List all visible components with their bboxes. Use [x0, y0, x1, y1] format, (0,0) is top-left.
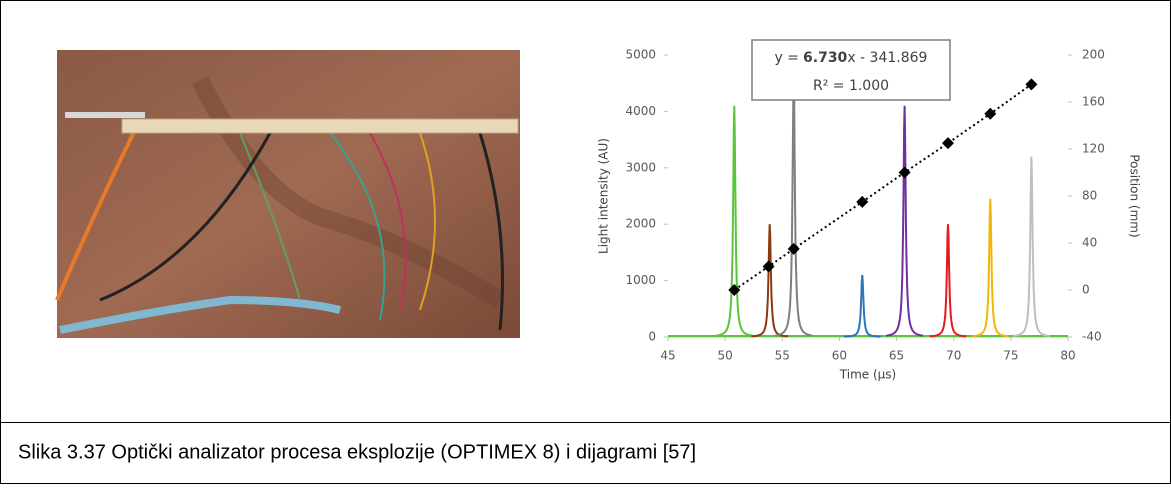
y-tick-label: 0	[648, 330, 656, 344]
equation-box	[751, 39, 951, 101]
x-tick-label: 45	[660, 349, 675, 363]
trend-line	[733, 83, 1033, 291]
y-axis-label: Light intensity (AU)	[597, 138, 611, 254]
position-point	[984, 107, 997, 120]
x-tick-label: 65	[889, 349, 904, 363]
x-tick-label: 55	[775, 349, 790, 363]
x-tick-label: 60	[832, 349, 847, 363]
y-tick-label: 3000	[625, 160, 656, 174]
chart: 0 1000 2000 3000 4000 5000 -40 0 40 80 120 160 200 45…	[597, 39, 1142, 382]
position-point	[898, 166, 911, 179]
equation: y = 6.730x - 341.869	[775, 50, 928, 66]
equation-lead: y =	[775, 50, 799, 66]
y2-tick-label: 80	[1082, 189, 1097, 203]
light-peak	[1012, 156, 1050, 337]
caption: Slika 3.37 Optički analizator procesa ek…	[18, 441, 696, 463]
position-point	[787, 242, 800, 255]
y2-tick-label: -40	[1082, 330, 1102, 344]
light-peak	[886, 105, 924, 337]
position-point	[942, 137, 954, 150]
equation-rest: x - 341.869	[847, 50, 927, 66]
light-peak	[929, 224, 967, 338]
position-point	[728, 284, 741, 296]
x-tick-label: 75	[1003, 349, 1018, 363]
y-tick-label: 1000	[625, 273, 656, 287]
y2-axis-label: Position (mm)	[1128, 154, 1142, 237]
r-squared: R² = 1.000	[813, 78, 889, 94]
position-point	[1025, 78, 1038, 91]
x-tick-label: 70	[946, 349, 961, 363]
photo	[55, 50, 520, 338]
light-peak	[715, 105, 753, 337]
y2-tick-label: 40	[1082, 236, 1097, 250]
position-point	[762, 260, 775, 273]
light-peak	[751, 224, 789, 338]
x-axis-label: Time (µs)	[839, 368, 896, 382]
y-tick-label: 4000	[625, 104, 656, 118]
light-peak	[775, 71, 813, 337]
light-peak	[843, 274, 881, 338]
position-point	[856, 195, 869, 208]
y2-tick-label: 160	[1082, 95, 1105, 109]
y2-tick-label: 120	[1082, 142, 1105, 156]
y-tick-label: 2000	[625, 217, 656, 231]
equation-slope: 6.730	[803, 50, 848, 66]
x-tick-label: 80	[1060, 349, 1075, 363]
y-tick-label: 5000	[625, 48, 656, 62]
y2-tick-label: 200	[1082, 48, 1105, 62]
y2-tick-label: 0	[1082, 283, 1090, 297]
light-peak	[972, 198, 1009, 338]
x-tick-label: 50	[718, 349, 733, 363]
